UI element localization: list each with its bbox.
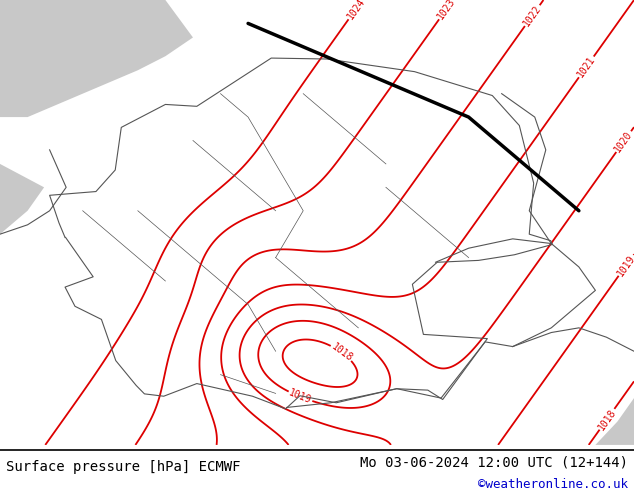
Text: 1021: 1021 bbox=[576, 54, 597, 79]
Text: 1020: 1020 bbox=[613, 129, 634, 154]
Text: 1019: 1019 bbox=[615, 253, 634, 278]
Text: 1023: 1023 bbox=[436, 0, 457, 22]
Text: 1022: 1022 bbox=[521, 3, 543, 28]
Text: ©weatheronline.co.uk: ©weatheronline.co.uk bbox=[477, 478, 628, 490]
Text: Mo 03-06-2024 12:00 UTC (12+144): Mo 03-06-2024 12:00 UTC (12+144) bbox=[359, 455, 628, 469]
Text: 1018: 1018 bbox=[596, 407, 618, 432]
Polygon shape bbox=[595, 398, 634, 445]
Text: 1018: 1018 bbox=[329, 342, 354, 364]
Polygon shape bbox=[0, 164, 44, 234]
Polygon shape bbox=[0, 0, 193, 117]
Text: 1024: 1024 bbox=[345, 0, 367, 22]
Text: Surface pressure [hPa] ECMWF: Surface pressure [hPa] ECMWF bbox=[6, 461, 241, 474]
Text: 1019: 1019 bbox=[288, 388, 313, 406]
